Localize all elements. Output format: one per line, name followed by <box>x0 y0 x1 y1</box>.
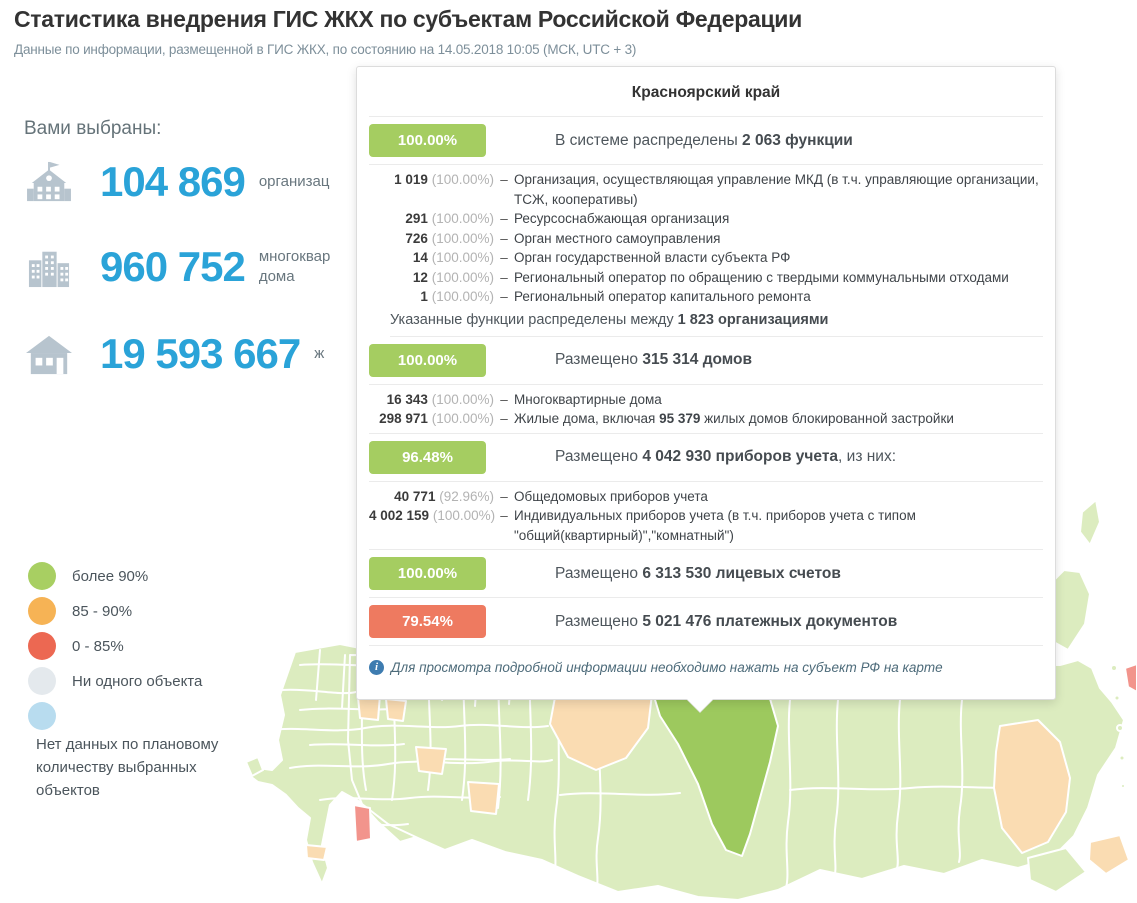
school-building-icon <box>27 161 71 202</box>
percent-badge: 100.00% <box>369 557 486 590</box>
detail-row: 4 002 159 (100.00%) – Индивидуальных при… <box>369 506 1043 545</box>
section-text: Размещено 6 313 530 лицевых счетов <box>555 564 841 582</box>
stat-row-organizations: 104 869 организац <box>24 158 329 206</box>
popup-section-houses: 100.00% Размещено 315 314 домов <box>369 337 1043 385</box>
map-region-orange[interactable] <box>467 781 500 815</box>
stat-label: многоквар дома <box>258 248 331 285</box>
popup-footer: i Для просмотра подробной информации нео… <box>369 646 1043 689</box>
detail-row: 12 (100.00%) – Региональный оператор по … <box>369 268 1043 288</box>
detail-row: 14 (100.00%) – Орган государственной вла… <box>369 248 1043 268</box>
dash: – <box>500 289 508 304</box>
map-region-red[interactable] <box>1124 663 1137 693</box>
map-region-orange[interactable] <box>1088 834 1130 875</box>
legend-item-red: 0 - 85% <box>28 632 238 660</box>
dash: – <box>500 211 508 226</box>
page-subtitle: Данные по информации, размещенной в ГИС … <box>14 42 637 57</box>
map-region-orange[interactable] <box>415 746 447 775</box>
dash: – <box>500 269 508 285</box>
map-region[interactable] <box>1027 847 1087 893</box>
detail-row: 298 971 (100.00%) – Жилые дома, включая … <box>369 409 1043 429</box>
region-info-popup: Красноярский край 100.00% В системе расп… <box>356 66 1056 713</box>
dash: – <box>500 411 508 426</box>
stat-value: 104 869 <box>100 158 246 205</box>
chosen-heading: Вами выбраны: <box>24 118 162 139</box>
legend-item-orange: 85 - 90% <box>28 597 238 625</box>
map-islands <box>1110 664 1126 789</box>
detail-row: 1 019 (100.00%) – Организация, осуществл… <box>369 170 1043 209</box>
dash: – <box>500 250 508 265</box>
dash: – <box>500 488 508 504</box>
city-buildings-icon <box>28 251 70 288</box>
legend-swatch-orange <box>28 597 56 625</box>
map-region-red[interactable] <box>353 804 372 843</box>
popup-section-accounts: 100.00% Размещено 6 313 530 лицевых счет… <box>369 550 1043 598</box>
map-region-orange[interactable] <box>993 719 1071 854</box>
info-icon: i <box>369 660 384 675</box>
detail-list-meters: 40 771 (92.96%) – Общедомовых приборов у… <box>369 482 1043 550</box>
section-text: Размещено 4 042 930 приборов учета, из н… <box>555 448 897 465</box>
map-region-orange[interactable] <box>305 844 328 861</box>
detail-row: 291 (100.00%) – Ресурсоснабжающая органи… <box>369 209 1043 229</box>
legend-swatch-red <box>28 632 56 660</box>
detail-list-functions: 1 019 (100.00%) – Организация, осуществл… <box>369 165 1043 307</box>
stat-value: 19 593 667 <box>100 330 301 377</box>
percent-badge: 100.00% <box>369 343 486 377</box>
map-region-krasnoyarsk[interactable] <box>651 689 779 857</box>
dash: – <box>500 391 508 407</box>
section-text: Размещено 315 314 домов <box>555 351 753 368</box>
section-text: Размещено 5 021 476 платежных документов <box>555 612 898 630</box>
popup-section-functions: 100.00% В системе распределены 2 063 фун… <box>369 117 1043 165</box>
functions-note: Указанные функции распределены между 1 8… <box>390 307 1043 337</box>
stat-label: ж <box>314 345 325 362</box>
dash: – <box>500 508 508 523</box>
house-icon <box>26 335 72 375</box>
detail-list-houses: 16 343 (100.00%) – Многоквартирные дома … <box>369 385 1043 434</box>
detail-row: 1 (100.00%) – Региональный оператор капи… <box>369 287 1043 307</box>
detail-row: 16 343 (100.00%) – Многоквартирные дома <box>369 390 1043 410</box>
page-header: Статистика внедрения ГИС ЖКХ по субъекта… <box>14 6 914 57</box>
legend-swatch-gray <box>28 667 56 695</box>
legend-item-green: более 90% <box>28 562 238 590</box>
percent-badge: 96.48% <box>369 440 486 474</box>
stat-label: организац <box>258 173 330 190</box>
popup-section-meters: 96.48% Размещено 4 042 930 приборов учет… <box>369 434 1043 482</box>
detail-row: 40 771 (92.96%) – Общедомовых приборов у… <box>369 487 1043 507</box>
section-text: В системе распределены 2 063 функции <box>555 131 853 149</box>
legend-swatch-green <box>28 562 56 590</box>
stat-row-apartment-buildings: 960 752 многоквар дома <box>24 243 330 291</box>
map-region[interactable] <box>1079 499 1101 546</box>
popup-region-title: Красноярский край <box>369 67 1043 117</box>
stat-row-houses: 19 593 667 ж <box>24 330 324 378</box>
map-region-orange[interactable] <box>385 698 407 722</box>
page-title: Статистика внедрения ГИС ЖКХ по субъекта… <box>14 6 802 32</box>
map-legend: более 90% 85 - 90% 0 - 85% Ни одного объ… <box>28 562 238 802</box>
map-region-kaliningrad[interactable] <box>245 756 264 777</box>
dash: – <box>500 230 508 246</box>
legend-item-gray: Ни одного объекта <box>28 667 238 695</box>
legend-swatch-blue <box>28 702 56 730</box>
legend-item-blue: Нет данных по плановому количеству выбра… <box>28 702 238 802</box>
popup-arrow <box>687 699 713 712</box>
percent-badge: 79.54% <box>369 605 486 638</box>
percent-badge: 100.00% <box>369 124 486 157</box>
stat-value: 960 752 <box>100 243 246 290</box>
popup-section-payment-docs: 79.54% Размещено 5 021 476 платежных док… <box>369 598 1043 646</box>
map-colored-regions[interactable] <box>305 550 1137 875</box>
dash: – <box>500 172 508 187</box>
detail-row: 726 (100.00%) – Орган местного самоуправ… <box>369 229 1043 249</box>
popup-footer-note: Для просмотра подробной информации необх… <box>391 660 943 675</box>
